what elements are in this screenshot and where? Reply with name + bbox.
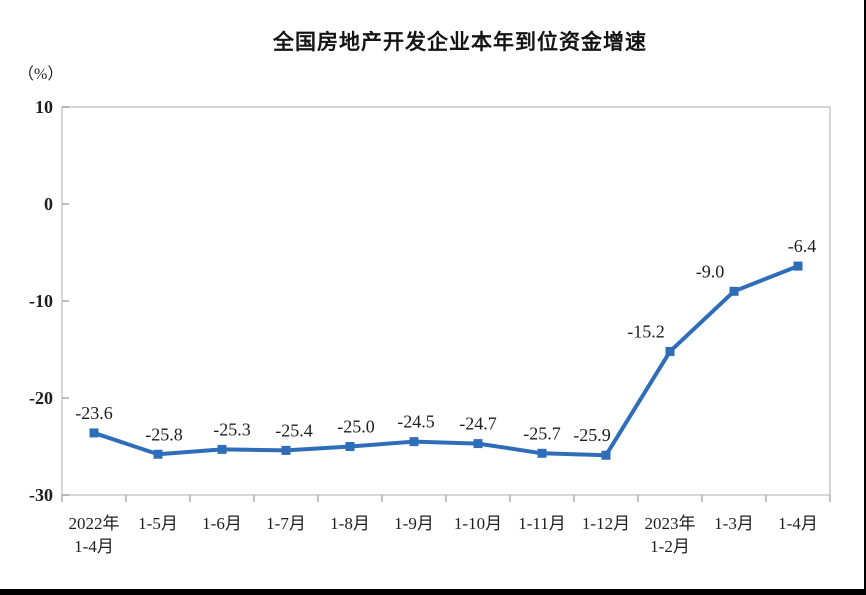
data-point-label: -9.0: [696, 261, 725, 281]
chart-title: 全国房地产开发企业本年到位资金增速: [273, 31, 647, 54]
y-axis-tick-label: -10: [29, 291, 53, 311]
x-axis-category-label: 1-12月: [582, 514, 630, 533]
data-point-marker: [729, 286, 739, 296]
data-point-marker: [409, 437, 419, 447]
data-point-marker: [665, 346, 675, 356]
x-axis-category-label: 1-4月: [74, 537, 114, 556]
x-axis-category-label: 1-6月: [202, 514, 242, 533]
data-point-label: -15.2: [627, 321, 665, 341]
data-point-marker: [89, 428, 99, 438]
y-axis-tick-label: 0: [44, 194, 53, 214]
x-axis-category-label: 1-2月: [650, 537, 690, 556]
series-line: [92, 264, 800, 458]
y-axis-unit-label: （%）: [18, 66, 64, 83]
x-axis-category-label: 1-8月: [330, 514, 370, 533]
data-point-label: -25.3: [213, 419, 251, 439]
data-point-marker: [281, 445, 291, 455]
data-point-marker: [601, 450, 611, 460]
data-point-label: -6.4: [788, 236, 817, 256]
x-axis-category-label: 1-9月: [394, 514, 434, 533]
data-point-marker: [793, 261, 803, 271]
image-border-bottom: [0, 589, 866, 595]
data-point-label: -25.7: [523, 423, 561, 443]
data-point-marker: [537, 448, 547, 458]
data-point-label: -25.8: [145, 424, 183, 444]
data-point-label: -25.9: [573, 425, 611, 445]
x-axis-category-label: 1-7月: [266, 514, 306, 533]
y-axis-tick-label: -30: [29, 485, 53, 505]
x-axis-category-label: 1-4月: [778, 514, 818, 533]
data-point-label: -24.5: [397, 412, 435, 432]
x-axis-category-label: 2023年: [645, 514, 696, 533]
data-point-marker: [345, 442, 355, 451]
data-point-label: -25.0: [337, 417, 375, 437]
data-point-label: -23.6: [75, 403, 113, 423]
data-point-marker: [473, 439, 483, 449]
image-border-right: [864, 0, 866, 595]
data-point-label: -25.4: [275, 420, 313, 440]
data-point-marker: [153, 449, 163, 459]
y-axis-tick-label: -20: [29, 388, 53, 408]
x-axis-category-label: 1-3月: [714, 514, 754, 533]
data-point-label: -24.7: [459, 414, 497, 434]
x-axis-category-label: 1-11月: [518, 514, 566, 533]
x-axis-category-label: 1-10月: [454, 514, 502, 533]
x-axis-category-label: 1-5月: [138, 514, 178, 533]
y-axis-tick-label: 10: [35, 97, 53, 117]
x-axis-category-label: 2022年: [69, 514, 120, 533]
data-point-marker: [217, 444, 227, 454]
